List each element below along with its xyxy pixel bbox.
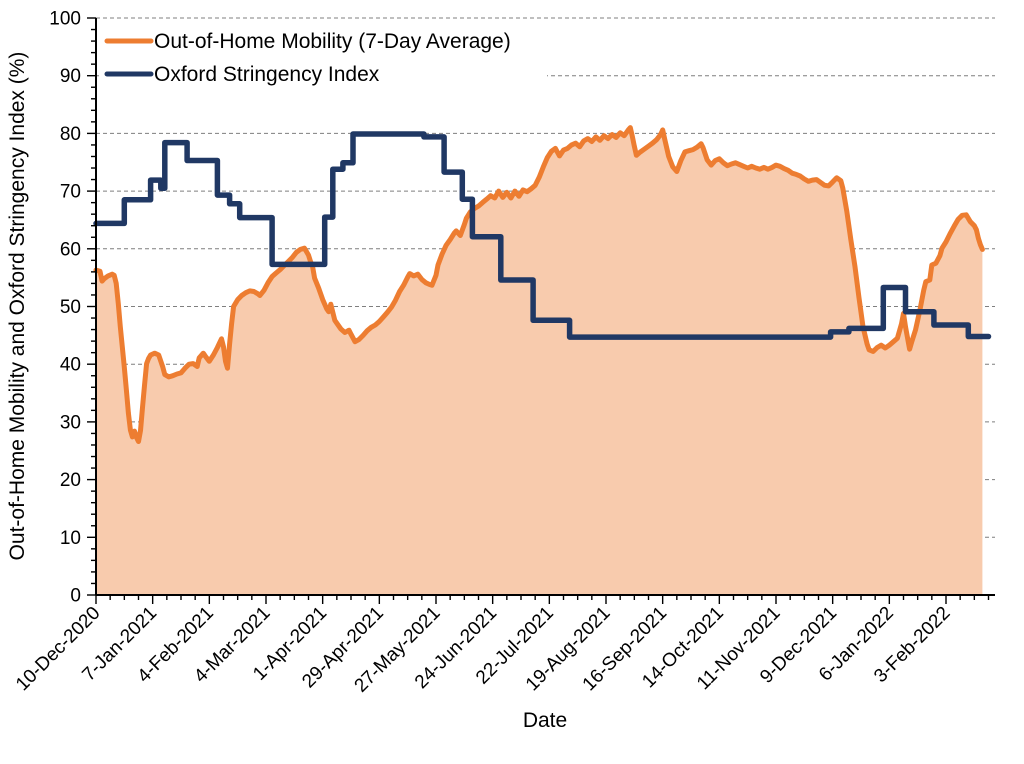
legend: Out-of-Home Mobility (7-Day Average) Oxf…: [99, 22, 547, 90]
y-axis-title: Out-of-Home Mobility and Oxford Stringen…: [6, 52, 29, 561]
stringency-line: [93, 131, 992, 340]
y-tick-label: 100: [49, 9, 81, 30]
legend-background: [99, 22, 547, 90]
axes-layer: [87, 17, 995, 604]
mobility-area: [96, 127, 983, 595]
y-tick-label: 50: [60, 297, 81, 318]
mobility-line: [93, 125, 985, 444]
y-tick-label: 40: [60, 355, 81, 376]
y-tick-label: 30: [60, 412, 81, 433]
y-tick-label: 90: [60, 66, 81, 87]
y-tick-label: 10: [60, 528, 81, 549]
y-tick-label: 80: [60, 124, 81, 145]
y-tick-label: 60: [60, 239, 81, 260]
x-axis-title: Date: [523, 709, 567, 732]
y-tick-label: 70: [60, 182, 81, 203]
y-tick-label: 0: [70, 586, 81, 607]
legend-label-mobility: Out-of-Home Mobility (7-Day Average): [154, 30, 511, 53]
legend-label-stringency: Oxford Stringency Index: [154, 63, 380, 86]
y-tick-label: 20: [60, 470, 81, 491]
series-layer: [93, 125, 992, 595]
